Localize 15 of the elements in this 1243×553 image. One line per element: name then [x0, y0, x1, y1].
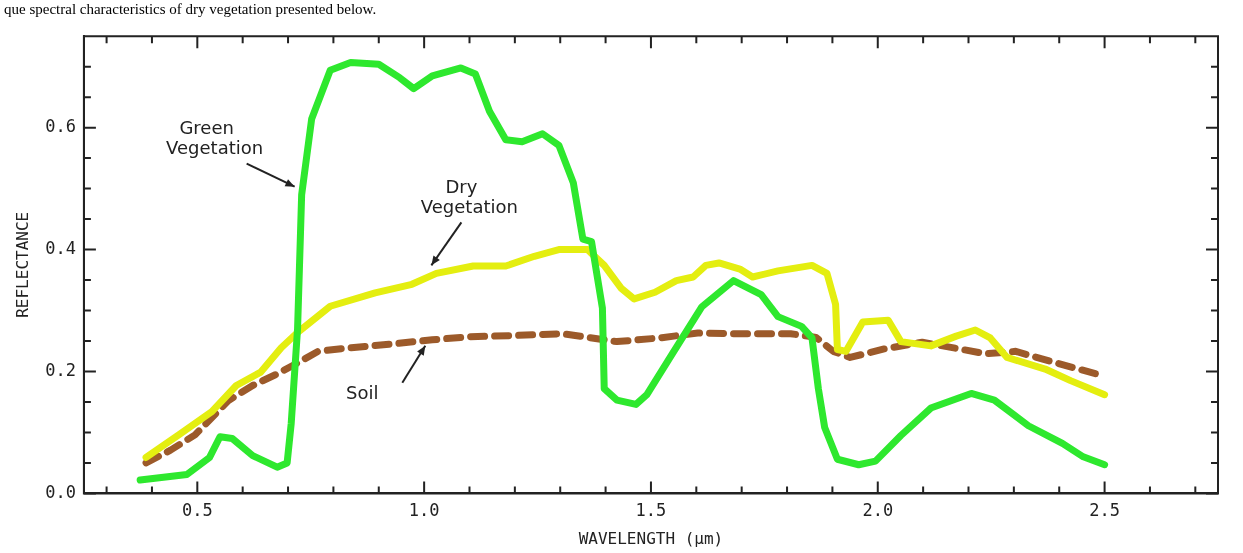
y-tick-label: 0.0 — [45, 481, 76, 502]
x-tick-label: 2.5 — [1089, 500, 1120, 521]
x-tick-label: 1.0 — [408, 500, 440, 521]
text: Dry Vegetation — [420, 176, 518, 218]
y-axis-title: REFLECTANCE — [12, 211, 32, 318]
x-tick-label: 0.5 — [181, 500, 213, 521]
x-tick-label: 2.0 — [862, 500, 894, 521]
series-label: Soil — [346, 382, 379, 404]
text: Green Vegetation — [166, 117, 264, 159]
y-tick-label: 0.4 — [45, 237, 76, 258]
y-tick-label: 0.6 — [45, 116, 76, 137]
x-axis-title: WAVELENGTH (μm) — [578, 528, 724, 548]
x-tick-label: 1.5 — [635, 500, 667, 521]
text: que spectral characteristics of dry vegetation presented below. — [3, 0, 378, 18]
y-tick-label: 0.2 — [45, 359, 76, 380]
